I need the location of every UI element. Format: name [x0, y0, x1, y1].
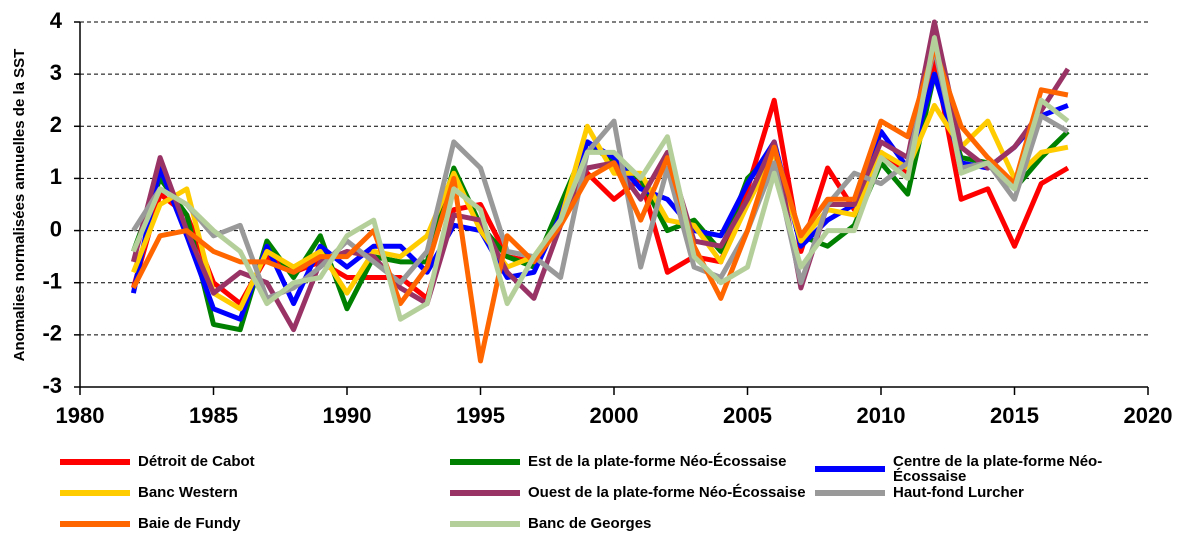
x-tick-label: 1990: [323, 403, 372, 428]
y-tick-label: 3: [50, 60, 62, 85]
legend-swatch: [60, 458, 130, 465]
y-tick-label: 4: [50, 8, 63, 33]
legend-item: Banc Western: [60, 485, 238, 500]
y-tick-label: 0: [50, 216, 62, 241]
legend-swatch: [450, 458, 520, 465]
legend-label: Banc de Georges: [528, 515, 652, 532]
x-tick-label: 2015: [990, 403, 1039, 428]
legend-swatch: [60, 489, 130, 496]
series-line: [131, 35, 1070, 322]
legend-label: Ouest de la plate-forme Néo-Écossaise: [528, 484, 806, 501]
y-tick-label: -2: [42, 321, 62, 346]
x-tick-label: 2010: [857, 403, 906, 428]
legend-label: Banc Western: [138, 484, 238, 501]
legend-label: Est de la plate-forme Néo-Écossaise: [528, 453, 787, 470]
legend-item: Ouest de la plate-forme Néo-Écossaise: [450, 485, 806, 500]
legend-swatch: [450, 489, 520, 496]
legend-item: Centre de la plate-forme Néo-Écossaise: [815, 454, 1113, 484]
legend-label: Détroit de Cabot: [138, 453, 255, 470]
legend-swatch: [450, 520, 520, 527]
x-tick-label: 2000: [590, 403, 639, 428]
legend-swatch: [815, 466, 885, 472]
legend-label: Baie de Fundy: [138, 515, 241, 532]
legend-item: Haut-fond Lurcher: [815, 485, 1024, 500]
y-tick-label: -1: [42, 269, 62, 294]
legend-swatch: [815, 489, 885, 496]
legend-item: Détroit de Cabot: [60, 454, 255, 469]
x-tick-label: 1980: [56, 403, 105, 428]
y-axis-label: Anomalies normalisées annuelles de la SS…: [11, 49, 28, 362]
y-tick-label: 1: [50, 164, 62, 189]
legend-item: Banc de Georges: [450, 516, 651, 531]
x-tick-label: 2005: [723, 403, 772, 428]
x-tick-label: 1985: [189, 403, 238, 428]
chart: Anomalies normalisées annuelles de la SS…: [11, 8, 1173, 428]
series-line: [131, 45, 1069, 364]
legend-item: Baie de Fundy: [60, 516, 241, 531]
y-tick-label: 2: [50, 112, 62, 137]
legend-label: Haut-fond Lurcher: [893, 484, 1024, 501]
y-tick-label: -3: [42, 373, 62, 398]
x-tick-label: 1995: [456, 403, 505, 428]
legend-label: Centre de la plate-forme Néo-Écossaise: [893, 453, 1103, 485]
legend-item: Est de la plate-forme Néo-Écossaise: [450, 454, 786, 469]
x-tick-label: 2020: [1124, 403, 1173, 428]
legend-swatch: [60, 520, 130, 527]
